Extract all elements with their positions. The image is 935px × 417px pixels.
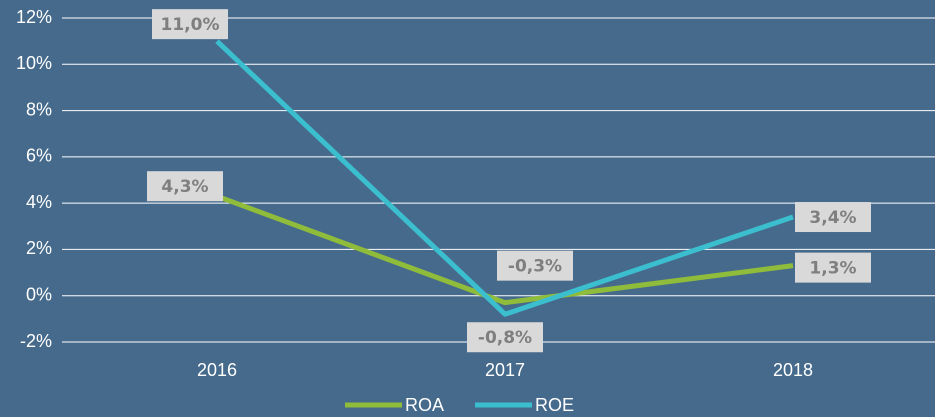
- legend-label: ROA: [405, 395, 444, 415]
- y-tick-label: 0%: [26, 284, 52, 304]
- legend-label: ROE: [535, 395, 574, 415]
- x-tick-label: 2018: [773, 360, 813, 380]
- y-tick-label: 8%: [26, 99, 52, 119]
- y-tick-label: -2%: [20, 331, 52, 351]
- series-line: [215, 39, 794, 317]
- data-label: -0,8%: [478, 328, 532, 348]
- y-tick-label: 2%: [26, 238, 52, 258]
- series-line: [216, 193, 794, 306]
- x-tick-label: 2016: [197, 360, 237, 380]
- data-label: 11,0%: [161, 15, 220, 35]
- data-label-box: [795, 252, 871, 283]
- data-label-box: [795, 202, 871, 233]
- data-label-box: [152, 9, 228, 40]
- data-label-box: [497, 250, 573, 281]
- y-tick-label: 6%: [26, 146, 52, 166]
- data-label-box: [467, 322, 543, 353]
- y-tick-label: 10%: [16, 53, 52, 73]
- y-tick-label: 12%: [16, 7, 52, 27]
- data-label: 1,3%: [809, 259, 856, 279]
- data-label: -0,3%: [508, 257, 562, 277]
- y-tick-label: 4%: [26, 192, 52, 212]
- data-label-box: [147, 171, 223, 202]
- data-label: 4,3%: [161, 177, 208, 197]
- x-tick-label: 2017: [485, 360, 525, 380]
- data-label: 3,4%: [809, 208, 856, 228]
